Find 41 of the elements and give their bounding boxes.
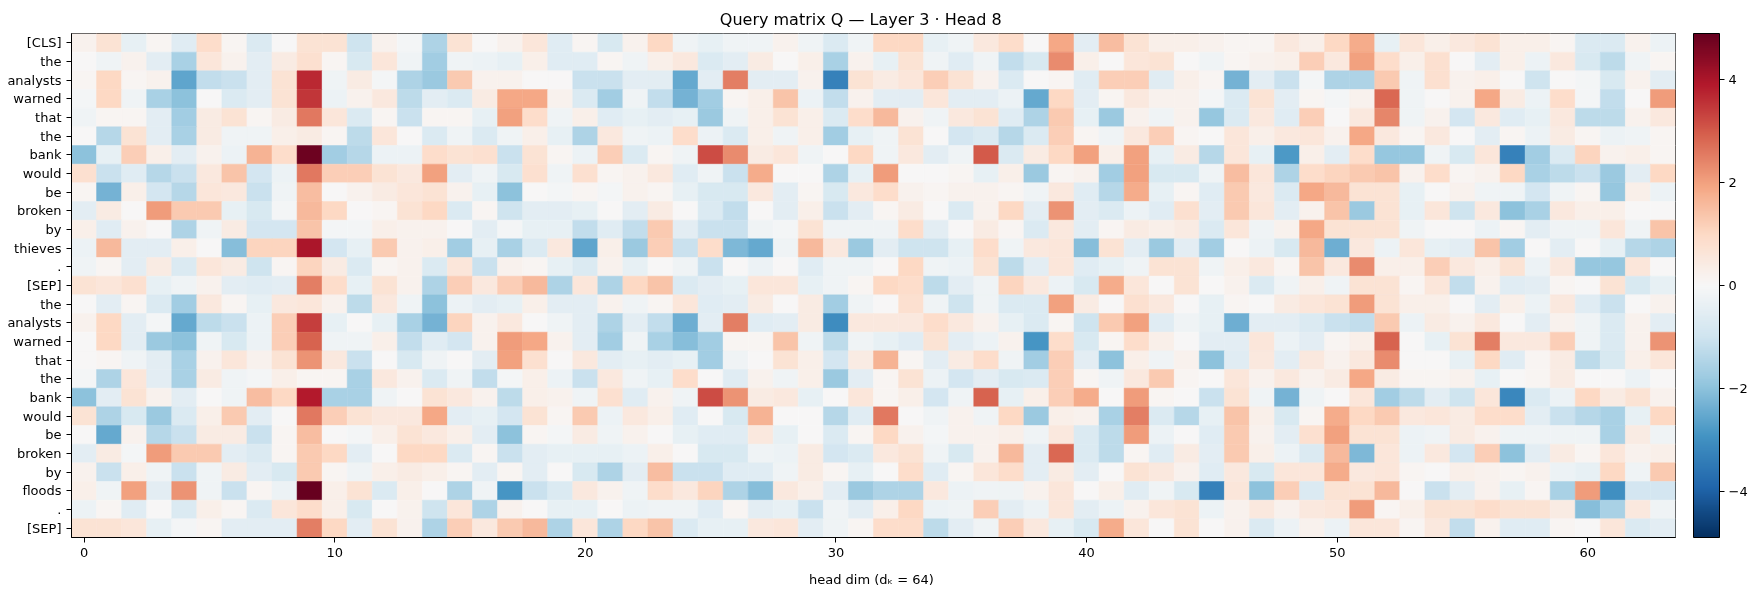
- y-tick-label: analysts: [7, 315, 62, 331]
- y-tick-label: [SEP]: [27, 278, 62, 293]
- y-tick-label: thieves: [14, 240, 62, 256]
- y-tick-label: floods: [22, 483, 62, 499]
- y-tick-label: the: [40, 296, 62, 312]
- y-tick-label: by: [45, 464, 62, 480]
- y-tick-label: that: [35, 352, 62, 368]
- y-tick-label: the: [40, 54, 62, 69]
- y-tick-label: warned: [13, 334, 62, 349]
- color-bar-label: −2: [1728, 380, 1748, 396]
- y-tick-label: analysts: [7, 72, 62, 88]
- y-tick-label: warned: [13, 91, 62, 107]
- x-tick-label: 0: [79, 544, 89, 560]
- y-tick-label: be: [45, 184, 62, 200]
- y-tick-label: .: [57, 259, 62, 275]
- x-tick-label: 20: [577, 544, 594, 560]
- color-bar-label: 0: [1728, 278, 1737, 293]
- y-tick-label: that: [35, 110, 62, 125]
- y-tick-label: the: [40, 371, 62, 387]
- color-bar-label: 4: [1728, 72, 1737, 88]
- x-tick-label: 10: [326, 544, 343, 560]
- y-tick-label: the: [40, 128, 62, 144]
- x-tick-label: 60: [1579, 544, 1597, 560]
- x-tick-label: 50: [1328, 544, 1346, 560]
- color-bar-label: 2: [1728, 175, 1737, 191]
- x-tick-label: 40: [1078, 544, 1095, 560]
- color-bar-label: −4: [1728, 483, 1748, 499]
- y-tick-label: bank: [29, 390, 62, 405]
- y-tick-label: be: [45, 427, 62, 443]
- y-tick-label: bank: [29, 147, 62, 163]
- y-tick-label: [CLS]: [26, 35, 62, 51]
- y-tick-label: .: [57, 502, 62, 517]
- y-tick-label: would: [22, 166, 62, 181]
- x-axis-title: head dim (dₖ = 64): [809, 571, 934, 587]
- chart-title: Query matrix Q — Layer 3 · Head 8: [719, 9, 1002, 29]
- y-tick-label: [SEP]: [27, 520, 62, 536]
- y-tick-label: would: [22, 408, 62, 424]
- y-tick-label: broken: [16, 446, 62, 461]
- x-tick-label: 30: [827, 544, 845, 560]
- y-tick-label: broken: [16, 203, 62, 219]
- y-tick-label: by: [45, 222, 62, 237]
